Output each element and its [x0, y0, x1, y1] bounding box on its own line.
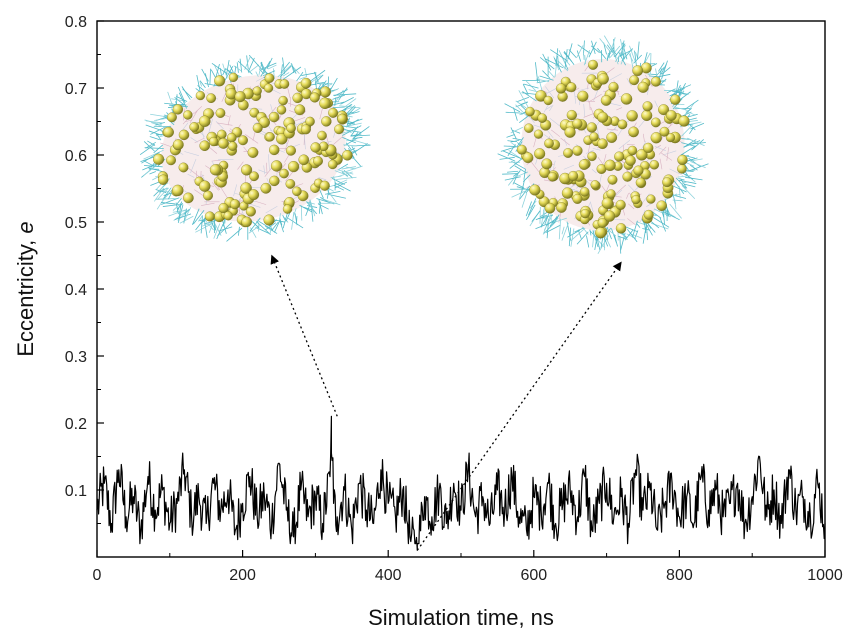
insets-layer — [139, 35, 709, 255]
annotation-arrow-0 — [270, 254, 338, 417]
y-axis-label-text: Eccentricity, e — [13, 221, 38, 356]
y-tick-label-0.4: 0.4 — [65, 282, 87, 299]
x-tick-label-200: 200 — [229, 567, 256, 584]
y-tick-label-0.8: 0.8 — [65, 14, 87, 31]
y-axis-label: Eccentricity, e — [13, 221, 38, 356]
series-layer — [96, 415, 826, 551]
ticks-layer: 0 200 400 600 800 1000 0.1 0.2 0.3 0.4 0.5 0.6 0.7 0.… — [65, 14, 843, 584]
deformed-micelle-snapshot — [139, 54, 371, 242]
annotations-layer — [270, 254, 622, 551]
plot-frame — [96, 20, 826, 558]
spherical-micelle-snapshot — [497, 35, 709, 255]
series-line-0 — [96, 415, 826, 551]
x-axis-label: Simulation time, ns — [368, 605, 554, 630]
x-tick-label-0: 0 — [93, 567, 102, 584]
y-tick-label-0.5: 0.5 — [65, 215, 87, 232]
y-tick-label-0.1: 0.1 — [65, 483, 87, 500]
y-tick-label-0.3: 0.3 — [65, 349, 87, 366]
x-tick-label-400: 400 — [375, 567, 402, 584]
y-axis-label-main: Eccentricity, — [13, 234, 38, 357]
x-tick-label-1000: 1000 — [807, 567, 843, 584]
y-tick-label-0.7: 0.7 — [65, 81, 87, 98]
annotation-arrow-1 — [416, 261, 622, 551]
x-tick-label-800: 800 — [666, 567, 693, 584]
y-tick-label-0.6: 0.6 — [65, 148, 87, 165]
x-tick-label-600: 600 — [520, 567, 547, 584]
y-tick-label-0.2: 0.2 — [65, 416, 87, 433]
y-axis-label-symbol: e — [13, 221, 38, 233]
